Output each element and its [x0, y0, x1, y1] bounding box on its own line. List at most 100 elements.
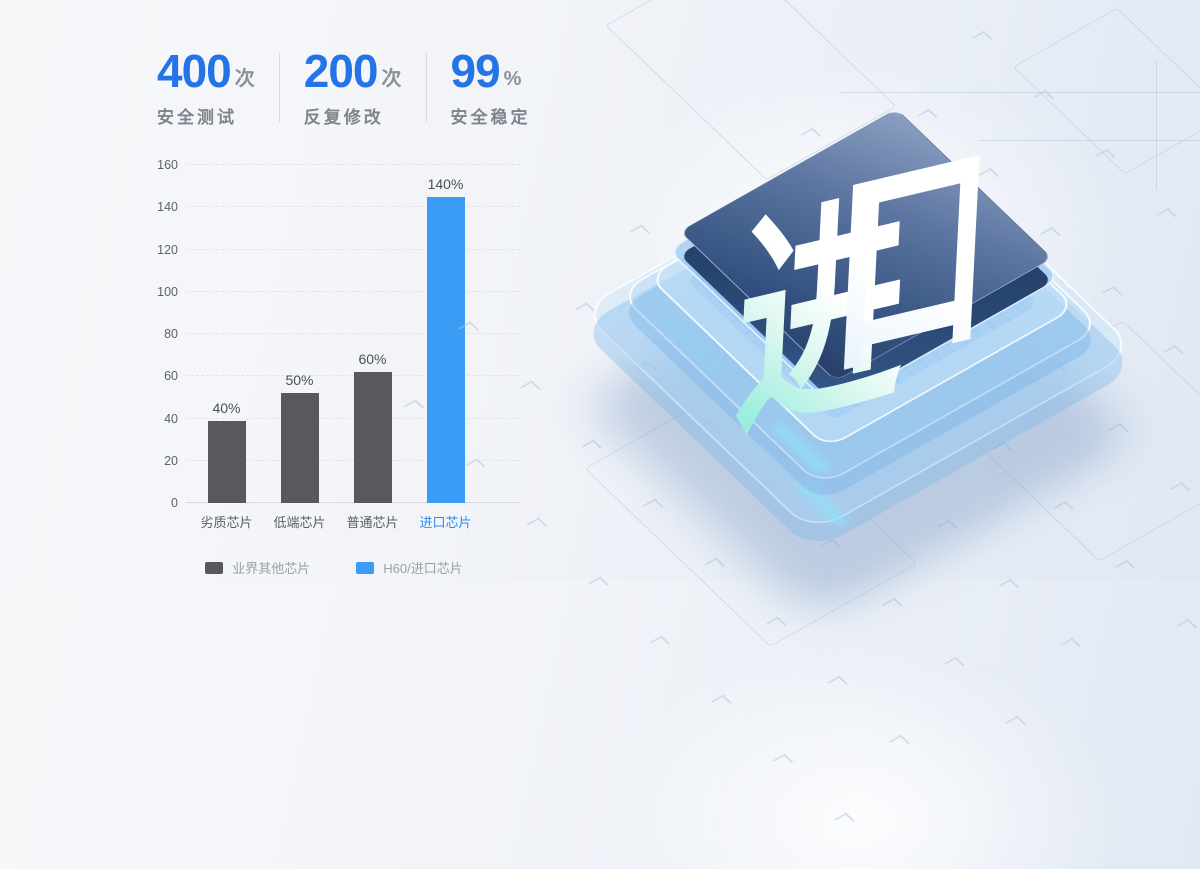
grid-mark	[745, 205, 767, 221]
grid-mark	[1033, 89, 1054, 105]
grid-mark	[519, 380, 541, 396]
y-tick-label: 40	[164, 411, 178, 426]
grid-mark	[978, 167, 1000, 183]
bar-value-label: 60%	[358, 351, 387, 368]
grid-mark	[1040, 226, 1061, 242]
y-tick-label: 0	[171, 496, 178, 510]
grid-mark	[588, 576, 609, 592]
legend-item: H60/进口芯片	[356, 558, 463, 577]
gridline	[186, 290, 520, 292]
grid-mark	[1094, 148, 1116, 164]
divider	[425, 53, 427, 122]
stat-unit: 次	[381, 67, 402, 90]
circuit-line	[1156, 60, 1157, 190]
divider	[278, 53, 280, 122]
grid-mark	[1053, 500, 1075, 516]
grid-mark	[697, 420, 719, 436]
bar-value-label: 50%	[285, 372, 314, 389]
grid-mark	[916, 108, 938, 124]
stack-shadow	[580, 215, 1140, 625]
stat-revisions: 200 次 反复修改	[303, 45, 402, 128]
category-labels: 劣质芯片 低端芯片 普通芯片 进口芯片	[190, 503, 482, 531]
legend-swatch	[205, 561, 224, 574]
grid-mark	[581, 439, 603, 455]
glass-base-plate	[578, 125, 1138, 535]
circuit-trace	[1012, 7, 1200, 175]
gridline	[186, 248, 520, 250]
grid-mark	[937, 519, 958, 535]
bar-value-label: 40%	[212, 399, 241, 416]
gridline	[186, 164, 520, 165]
chip-die-side	[679, 131, 1053, 405]
grid-mark	[868, 323, 890, 339]
stat-value: 400	[157, 45, 232, 97]
stat-unit: 次	[234, 67, 255, 90]
stat-stability: 99 % 安全稳定	[450, 48, 531, 128]
grid-mark	[1169, 481, 1191, 498]
circuit-trace	[950, 320, 1200, 562]
grid-mark	[1101, 285, 1123, 301]
bar-cell: 50%	[270, 165, 330, 503]
bars: 40% 50% 60% 140%	[190, 165, 482, 503]
y-tick-label: 60	[164, 369, 178, 384]
legend-swatch	[356, 561, 375, 574]
y-tick-label: 160	[157, 158, 178, 172]
grid-mark	[943, 656, 965, 672]
legend: 业界其他芯片 H60/进口芯片	[186, 558, 482, 577]
grid-mark	[834, 812, 855, 828]
bar	[207, 420, 246, 503]
glass-mid-thickness	[617, 148, 1103, 504]
grid-mark	[636, 361, 657, 377]
gridline	[186, 375, 520, 377]
grid-mark	[649, 635, 671, 651]
glass-mid-plate	[617, 132, 1103, 488]
glass-base-thickness	[578, 143, 1138, 553]
stats-row: 400 次 安全测试 200 次 反复修改 99 % 安全稳定	[157, 45, 531, 128]
category-label: 进口芯片	[419, 515, 472, 530]
circuit-line	[980, 140, 1200, 141]
y-tick-label: 80	[164, 327, 178, 341]
stat-label: 安全稳定	[450, 107, 531, 127]
grid-mark	[1108, 422, 1129, 438]
y-tick-label: 100	[157, 284, 178, 299]
chip-die-top	[679, 108, 1053, 382]
circuit-trace	[584, 385, 918, 647]
chip-label-char: 口	[824, 115, 999, 407]
grid-mark	[1163, 344, 1184, 361]
grid-mark	[1046, 363, 1068, 379]
bar-cell: 40%	[197, 165, 257, 503]
grid-mark	[820, 538, 842, 554]
gridline	[186, 206, 520, 208]
y-tick-label: 140	[157, 200, 178, 215]
category-label: 劣质芯片	[200, 515, 253, 530]
plot-area: 40% 50% 60% 140%	[186, 164, 520, 503]
grid-mark	[772, 753, 794, 769]
grid-mark	[998, 578, 1020, 594]
grid-mark	[629, 224, 651, 240]
category-label: 低端芯片	[273, 515, 326, 530]
chip-illustration: 进口	[403, 0, 1200, 828]
stat-safety-tests: 400 次 安全测试	[157, 45, 255, 128]
glass-frame-plate	[647, 135, 1077, 449]
gridline	[186, 417, 520, 419]
grid-mark	[752, 342, 774, 358]
grid-mark	[882, 597, 903, 613]
grid-mark	[800, 127, 822, 143]
category-label: 普通芯片	[346, 515, 399, 530]
grid-mark	[991, 441, 1013, 457]
grid-mark	[1005, 715, 1026, 731]
bar	[353, 372, 392, 503]
legend-label: 业界其他芯片	[232, 561, 311, 576]
y-axis: 160 140 120 100 80 60 40 20 0	[148, 158, 186, 510]
gridline	[186, 502, 520, 503]
chip-label-char: 进	[730, 164, 913, 467]
grid-mark	[814, 401, 835, 417]
grid-mark	[526, 517, 548, 533]
bar	[426, 196, 465, 503]
substrate-plate	[666, 119, 1062, 409]
grid-mark	[862, 186, 883, 202]
grid-mark	[704, 557, 726, 573]
grid-mark	[691, 283, 712, 299]
stat-unit: %	[503, 67, 522, 90]
stat-value: 200	[303, 45, 379, 97]
